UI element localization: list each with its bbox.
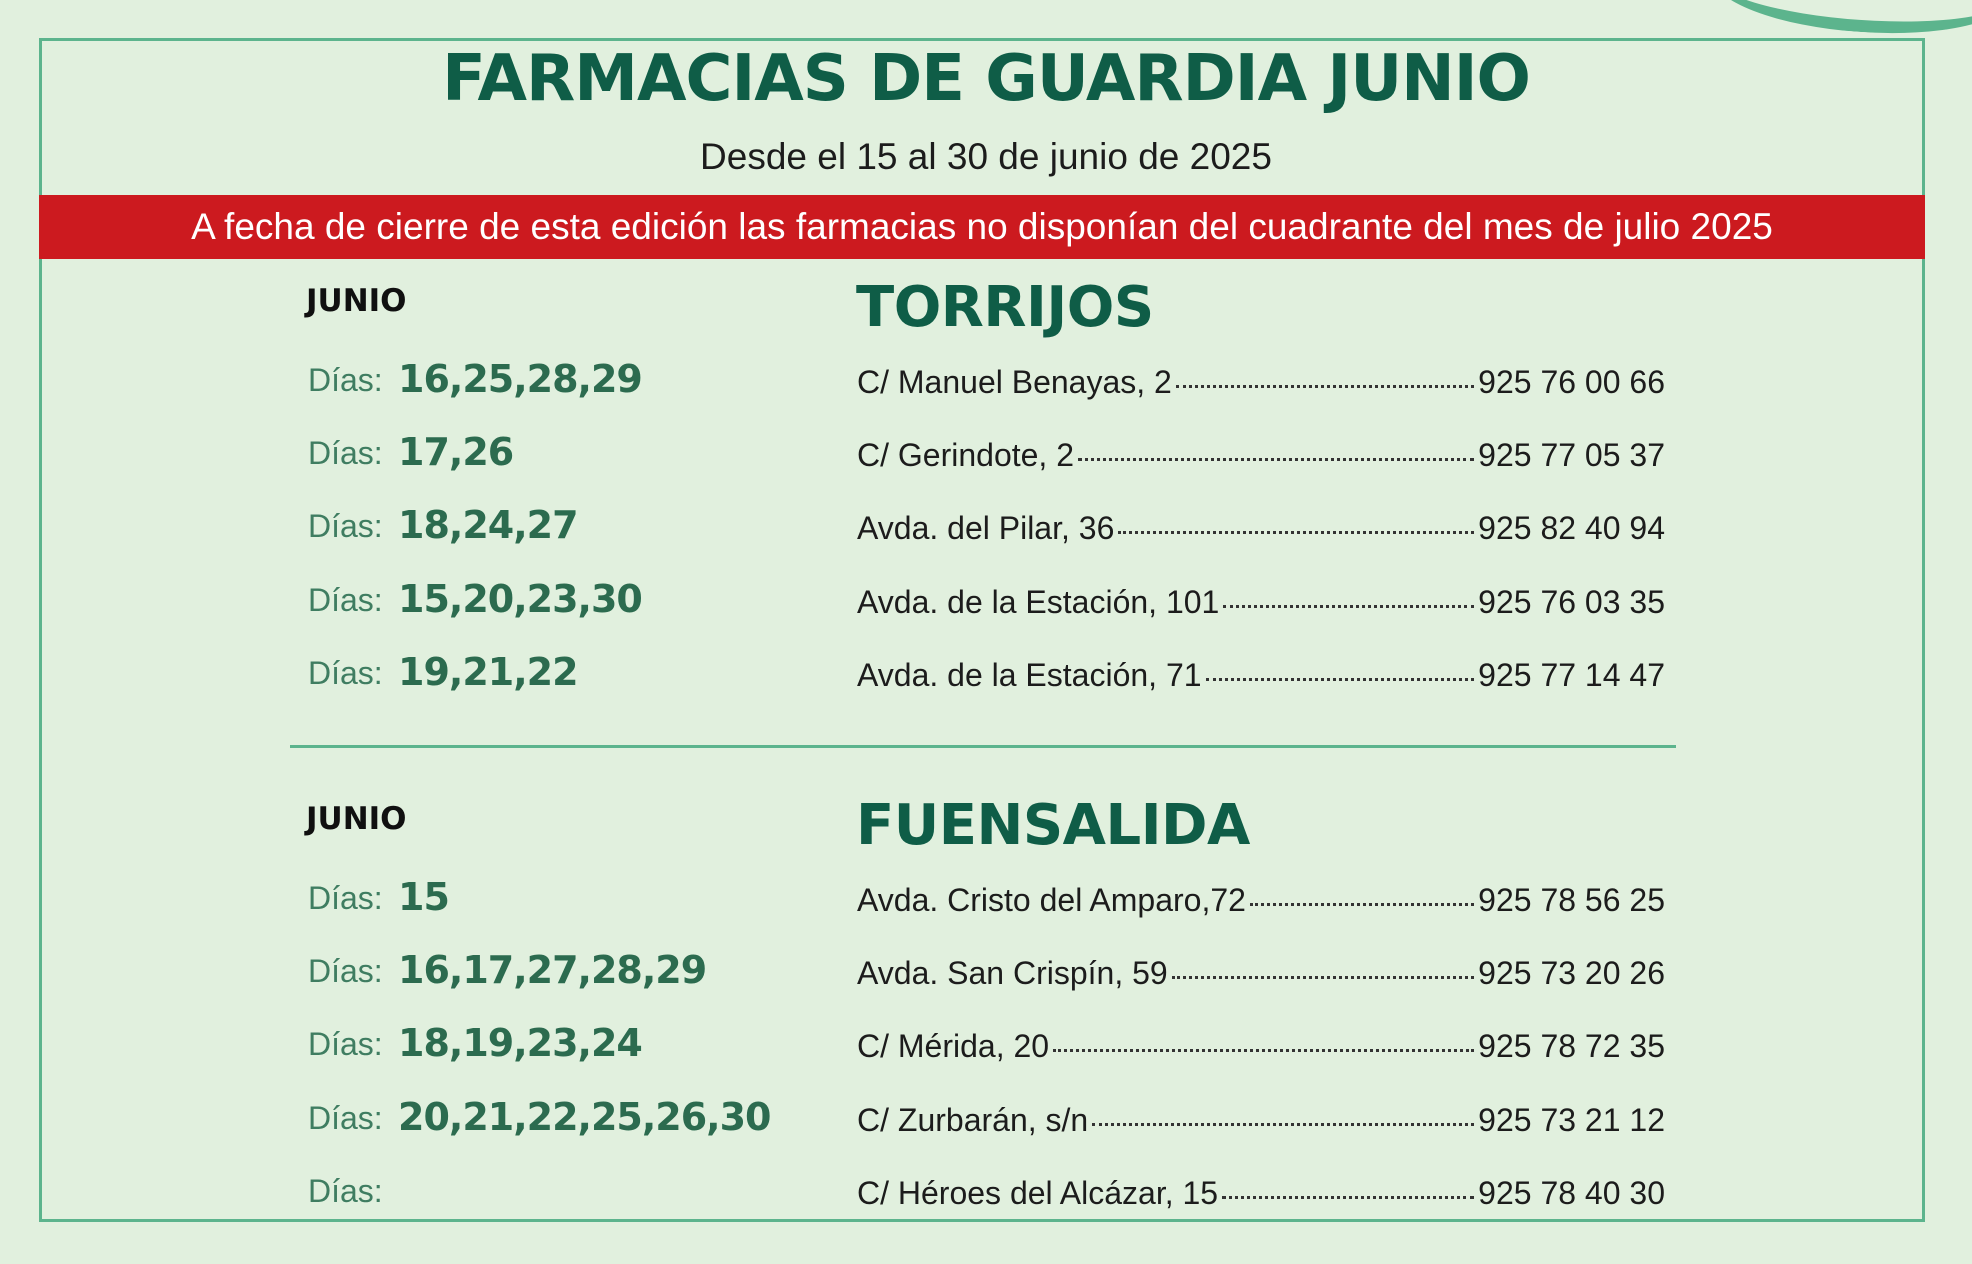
pharmacy-phone: 925 78 56 25 (1478, 882, 1665, 918)
pharmacy-entry: Avda. de la Estación, 71 925 77 14 47 (857, 657, 1665, 694)
dot-leader (1118, 531, 1475, 534)
pharmacy-entry: C/ Manuel Benayas, 2 925 76 00 66 (857, 364, 1665, 401)
dot-leader (1175, 385, 1475, 388)
pharmacy-address: Avda. San Crispín, 59 (857, 955, 1168, 991)
dot-leader (1092, 1123, 1475, 1126)
dot-leader (1222, 1196, 1475, 1199)
dias-numbers: 19,21,22 (398, 650, 579, 694)
date-range-subtitle: Desde el 15 al 30 de junio de 2025 (700, 136, 1272, 177)
pharmacy-row: Días: 19,21,22 Avda. de la Estación, 71 … (0, 646, 1972, 706)
pharmacy-row: Días: 18,24,27 Avda. del Pilar, 36 925 8… (0, 499, 1972, 559)
pharmacy-entry: Avda. Cristo del Amparo,72 925 78 56 25 (857, 882, 1665, 919)
month-label: JUNIO (306, 283, 407, 319)
dias-label: Días: (308, 655, 383, 691)
pharmacy-row: Días: 16,17,27,28,29 Avda. San Crispín, … (0, 944, 1972, 1004)
pharmacy-entry: C/ Zurbarán, s/n 925 73 21 12 (857, 1102, 1665, 1139)
dias-label: Días: (308, 1173, 383, 1209)
pharmacy-phone: 925 78 72 35 (1478, 1028, 1665, 1064)
pharmacy-address: Avda. de la Estación, 101 (857, 584, 1220, 620)
dot-leader (1205, 678, 1475, 681)
pharmacy-phone: 925 82 40 94 (1478, 510, 1665, 546)
page-frame (39, 38, 1925, 1222)
corner-decoration (1709, 0, 1972, 43)
pharmacy-row: Días: 16,25,28,29 C/ Manuel Benayas, 2 9… (0, 353, 1972, 413)
dot-leader (1053, 1049, 1475, 1052)
town-heading: FUENSALIDA (856, 793, 1250, 858)
pharmacy-address: Avda. Cristo del Amparo,72 (857, 882, 1246, 918)
pharmacy-address: C/ Zurbarán, s/n (857, 1102, 1089, 1138)
pharmacy-phone: 925 76 00 66 (1478, 364, 1665, 400)
dias-numbers: 15 (398, 875, 450, 919)
month-label: JUNIO (306, 801, 407, 837)
pharmacy-entry: C/ Mérida, 20 925 78 72 35 (857, 1028, 1665, 1065)
dias-numbers: 15,20,23,30 (398, 577, 643, 621)
dias-label: Días: (308, 582, 383, 618)
dot-leader (1249, 903, 1475, 906)
pharmacy-entry: C/ Héroes del Alcázar, 15 925 78 40 30 (857, 1175, 1665, 1212)
dot-leader (1171, 976, 1475, 979)
pharmacy-row: Días: 17,26 C/ Gerindote, 2 925 77 05 37 (0, 426, 1972, 486)
pharmacy-address: C/ Manuel Benayas, 2 (857, 364, 1172, 400)
pharmacy-entry: Avda. San Crispín, 59 925 73 20 26 (857, 955, 1665, 992)
pharmacy-phone: 925 73 20 26 (1478, 955, 1665, 991)
pharmacy-entry: Avda. de la Estación, 101 925 76 03 35 (857, 584, 1665, 621)
pharmacy-address: C/ Héroes del Alcázar, 15 (857, 1175, 1219, 1211)
pharmacy-row: Días: 20,21,22,25,26,30 C/ Zurbarán, s/n… (0, 1091, 1972, 1151)
pharmacy-row: Días: 15 Avda. Cristo del Amparo,72 925 … (0, 871, 1972, 931)
dias-numbers: 16,25,28,29 (398, 357, 643, 401)
town-heading: TORRIJOS (856, 275, 1154, 340)
dias-numbers: 17,26 (398, 430, 514, 474)
page-title: FARMACIAS DE GUARDIA JUNIO (442, 42, 1531, 116)
pharmacy-row: Días: 18,19,23,24 C/ Mérida, 20 925 78 7… (0, 1017, 1972, 1077)
pharmacy-phone: 925 78 40 30 (1478, 1175, 1665, 1211)
dias-label: Días: (308, 1026, 383, 1062)
notice-banner: A fecha de cierre de esta edición las fa… (39, 195, 1925, 259)
dias-label: Días: (308, 953, 383, 989)
pharmacy-phone: 925 77 14 47 (1478, 657, 1665, 693)
section-divider (290, 745, 1676, 748)
dias-label: Días: (308, 1100, 383, 1136)
pharmacy-entry: Avda. del Pilar, 36 925 82 40 94 (857, 510, 1665, 547)
pharmacy-phone: 925 73 21 12 (1478, 1102, 1665, 1138)
dias-label: Días: (308, 435, 383, 471)
dias-label: Días: (308, 880, 383, 916)
pharmacy-address: Avda. de la Estación, 71 (857, 657, 1202, 693)
pharmacy-phone: 925 77 05 37 (1478, 437, 1665, 473)
dias-label: Días: (308, 362, 383, 398)
dias-numbers: 16,17,27,28,29 (398, 948, 707, 992)
pharmacy-row: Días: C/ Héroes del Alcázar, 15 925 78 4… (0, 1164, 1972, 1224)
dias-numbers: 18,24,27 (398, 503, 579, 547)
pharmacy-entry: C/ Gerindote, 2 925 77 05 37 (857, 437, 1665, 474)
dias-numbers: 20,21,22,25,26,30 (398, 1095, 771, 1139)
pharmacy-address: Avda. del Pilar, 36 (857, 510, 1115, 546)
dias-label: Días: (308, 508, 383, 544)
pharmacy-row: Días: 15,20,23,30 Avda. de la Estación, … (0, 573, 1972, 633)
dias-numbers: 18,19,23,24 (398, 1021, 643, 1065)
pharmacy-address: C/ Gerindote, 2 (857, 437, 1074, 473)
pharmacy-address: C/ Mérida, 20 (857, 1028, 1050, 1064)
pharmacy-phone: 925 76 03 35 (1478, 584, 1665, 620)
dot-leader (1223, 605, 1475, 608)
dot-leader (1078, 458, 1475, 461)
